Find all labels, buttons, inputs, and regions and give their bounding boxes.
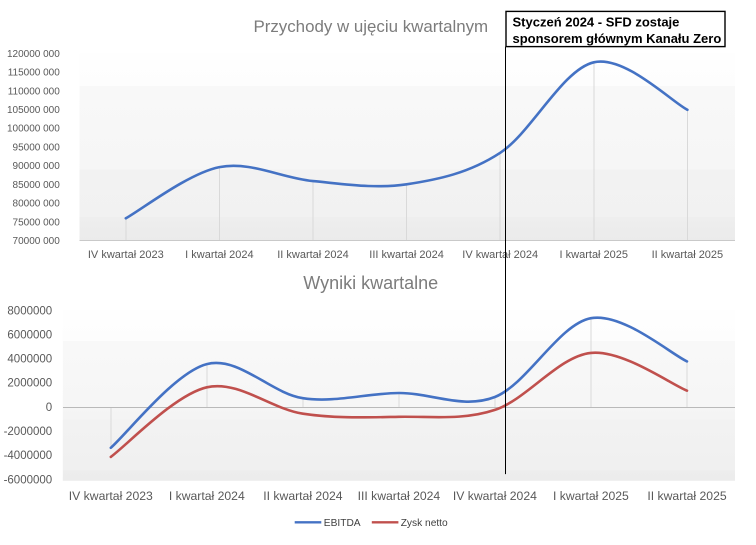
svg-text:I kwartał 2024: I kwartał 2024 — [185, 249, 253, 261]
svg-text:100000 000: 100000 000 — [7, 124, 60, 135]
svg-text:70000 000: 70000 000 — [13, 236, 61, 247]
svg-text:sponsorem głównym Kanału Zero: sponsorem głównym Kanału Zero — [513, 31, 722, 46]
svg-text:III kwartał 2024: III kwartał 2024 — [358, 489, 441, 503]
svg-text:85000 000: 85000 000 — [13, 180, 61, 191]
svg-text:Przychody w ujęciu kwartalnym: Przychody w ujęciu kwartalnym — [253, 17, 488, 36]
svg-text:105000 000: 105000 000 — [7, 105, 60, 116]
svg-text:-2000000: -2000000 — [4, 426, 53, 438]
svg-text:Styczeń 2024 - SFD zostaje: Styczeń 2024 - SFD zostaje — [513, 15, 680, 30]
svg-text:IV kwartał 2023: IV kwartał 2023 — [69, 489, 153, 503]
svg-text:IV kwartał 2024: IV kwartał 2024 — [462, 249, 538, 261]
svg-text:95000 000: 95000 000 — [13, 143, 61, 154]
svg-text:6000000: 6000000 — [7, 329, 52, 341]
svg-text:120000 000: 120000 000 — [7, 49, 60, 60]
svg-text:II kwartał 2024: II kwartał 2024 — [263, 489, 342, 503]
svg-text:II kwartał 2025: II kwartał 2025 — [652, 249, 724, 261]
svg-text:II kwartał 2025: II kwartał 2025 — [647, 489, 726, 503]
svg-text:-6000000: -6000000 — [4, 474, 53, 486]
svg-text:80000 000: 80000 000 — [13, 199, 61, 210]
svg-text:90000 000: 90000 000 — [13, 161, 61, 172]
svg-text:75000 000: 75000 000 — [13, 217, 61, 228]
svg-text:0: 0 — [46, 402, 52, 414]
svg-text:4000000: 4000000 — [7, 354, 52, 366]
svg-text:I kwartał 2024: I kwartał 2024 — [169, 489, 245, 503]
svg-text:II kwartał 2024: II kwartał 2024 — [277, 249, 349, 261]
svg-text:8000000: 8000000 — [7, 305, 52, 317]
svg-text:Zysk netto: Zysk netto — [401, 518, 448, 529]
svg-text:IV kwartał 2023: IV kwartał 2023 — [88, 249, 164, 261]
svg-text:-4000000: -4000000 — [4, 450, 53, 462]
svg-text:EBITDA: EBITDA — [324, 518, 361, 529]
svg-text:115000 000: 115000 000 — [8, 68, 61, 79]
svg-text:IV kwartał 2024: IV kwartał 2024 — [453, 489, 537, 503]
svg-text:110000 000: 110000 000 — [8, 86, 61, 97]
svg-text:2000000: 2000000 — [7, 378, 52, 390]
svg-text:Wyniki kwartalne: Wyniki kwartalne — [303, 273, 438, 293]
svg-text:I kwartał 2025: I kwartał 2025 — [553, 489, 629, 503]
svg-text:I kwartał 2025: I kwartał 2025 — [560, 249, 628, 261]
svg-text:III kwartał 2024: III kwartał 2024 — [369, 249, 444, 261]
